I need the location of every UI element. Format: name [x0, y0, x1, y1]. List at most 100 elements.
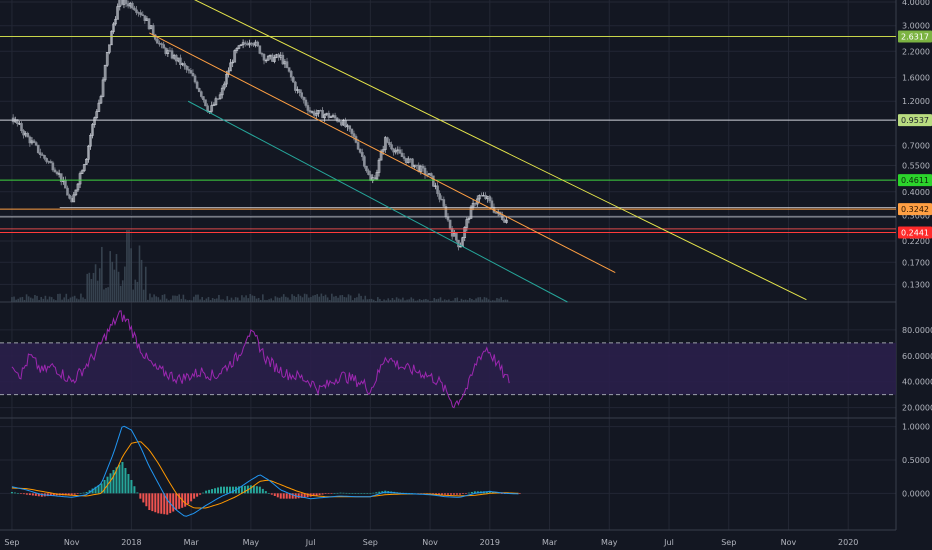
candle-body [390, 144, 393, 150]
volume-bar [86, 273, 89, 302]
rsi-band [0, 342, 896, 395]
volume-bar [134, 279, 137, 302]
macd-histogram-bar [208, 489, 211, 494]
volume-bar [345, 297, 348, 302]
macd-histogram-bar [160, 493, 163, 514]
volume-bar [101, 246, 103, 302]
volume-bar [456, 297, 459, 302]
volume-bar [395, 297, 398, 302]
candle-body [406, 158, 410, 163]
candle-body [158, 42, 161, 45]
candle-body [488, 196, 492, 202]
rsi-axis-label: 20.0000 [902, 404, 932, 413]
volume-bar [282, 294, 285, 302]
volume-bar [339, 295, 341, 302]
volume-bar [249, 293, 252, 302]
candle-body [32, 140, 36, 143]
macd-histogram-bar [461, 493, 464, 494]
candle-body [189, 70, 193, 74]
macd-histogram-bar [37, 493, 40, 497]
candle-body [197, 88, 201, 92]
macd-histogram-bar [127, 474, 130, 494]
candle-body [323, 114, 326, 119]
volume-bar [347, 294, 350, 302]
macd-histogram-bar [258, 486, 261, 494]
macd-histogram-bar [375, 492, 378, 494]
macd-histogram-bar [52, 493, 55, 496]
candle-body [455, 232, 458, 241]
macd-histogram-bar [476, 491, 479, 494]
volume-bar [218, 294, 220, 302]
macd-histogram-bar [28, 493, 31, 496]
volume-bar [119, 285, 122, 302]
candle-body [179, 57, 182, 65]
volume-bar [506, 299, 509, 302]
volume-bar [429, 300, 431, 302]
volume-bar [19, 297, 22, 302]
candle-body [411, 158, 414, 168]
volume-bar [82, 297, 84, 302]
macd-histogram-bar [199, 493, 202, 495]
macd-pane[interactable] [10, 425, 521, 517]
volume-bar [494, 300, 496, 302]
volume-bar [174, 295, 176, 302]
candle-body [220, 87, 224, 96]
volume-bar [381, 300, 383, 302]
candle-body [350, 128, 354, 134]
macd-histogram-bar [91, 488, 94, 494]
macd-histogram-bar [351, 493, 354, 494]
price-axis[interactable]: 4.0000 3.0000 2.2000 1.6000 1.2000 0.7000 0.55… [902, 0, 932, 498]
level-badge-label: 0.3242 [901, 205, 929, 214]
volume-bar [479, 297, 482, 302]
candle-body [168, 50, 172, 52]
volume-bar [425, 298, 427, 302]
candle-body [114, 18, 117, 25]
candle-body [302, 96, 306, 101]
volume-bar [201, 297, 203, 302]
volume-bar [71, 296, 74, 302]
macd-histogram-bar [130, 480, 133, 494]
macd-histogram-bar [273, 493, 276, 496]
rsi-pane[interactable] [0, 310, 896, 409]
candle-body [200, 91, 203, 97]
volume-bar [216, 298, 218, 302]
volume-bar [324, 294, 327, 302]
candle-body [214, 98, 218, 106]
candle-body [70, 198, 73, 203]
candle-body [484, 195, 487, 200]
volume-bar [314, 294, 316, 302]
candle-body [438, 193, 441, 200]
candle-body [294, 81, 297, 91]
volume-bar [75, 298, 78, 302]
macd-histogram-bar [243, 485, 246, 494]
macd-histogram-bar [136, 492, 139, 494]
volume-bar [487, 299, 490, 302]
candle-body [91, 124, 94, 136]
volume-bar [98, 268, 101, 302]
volume-bar [379, 298, 381, 302]
macd-histogram-bar [267, 493, 270, 494]
candle-body [256, 41, 260, 47]
candle-body [348, 125, 352, 130]
time-axis-label: Nov [422, 538, 438, 547]
candle-body [317, 110, 320, 114]
macd-histogram-bar [142, 493, 145, 503]
macd-histogram-bar [237, 486, 240, 494]
macd-histogram-bar [318, 493, 321, 496]
candle-body [262, 53, 266, 61]
candle-body [143, 15, 147, 21]
candle-body [400, 152, 404, 158]
price-axis-label: 2.2000 [902, 47, 930, 56]
volume-bar [331, 293, 333, 302]
time-axis-label: Mar [542, 538, 558, 547]
time-axis-label: 2019 [480, 538, 500, 547]
volume-bar [117, 271, 120, 302]
volume-bar [293, 295, 295, 302]
candle-body [388, 142, 391, 145]
volume-bar [232, 299, 235, 302]
volume-bar [13, 296, 15, 302]
time-axis[interactable]: Sep Nov 2018 Mar May Jul Sep Nov 2019 Mar May Jul Se… [4, 538, 858, 547]
price-pane[interactable] [0, 0, 896, 303]
macd-histogram-bar [196, 493, 199, 497]
